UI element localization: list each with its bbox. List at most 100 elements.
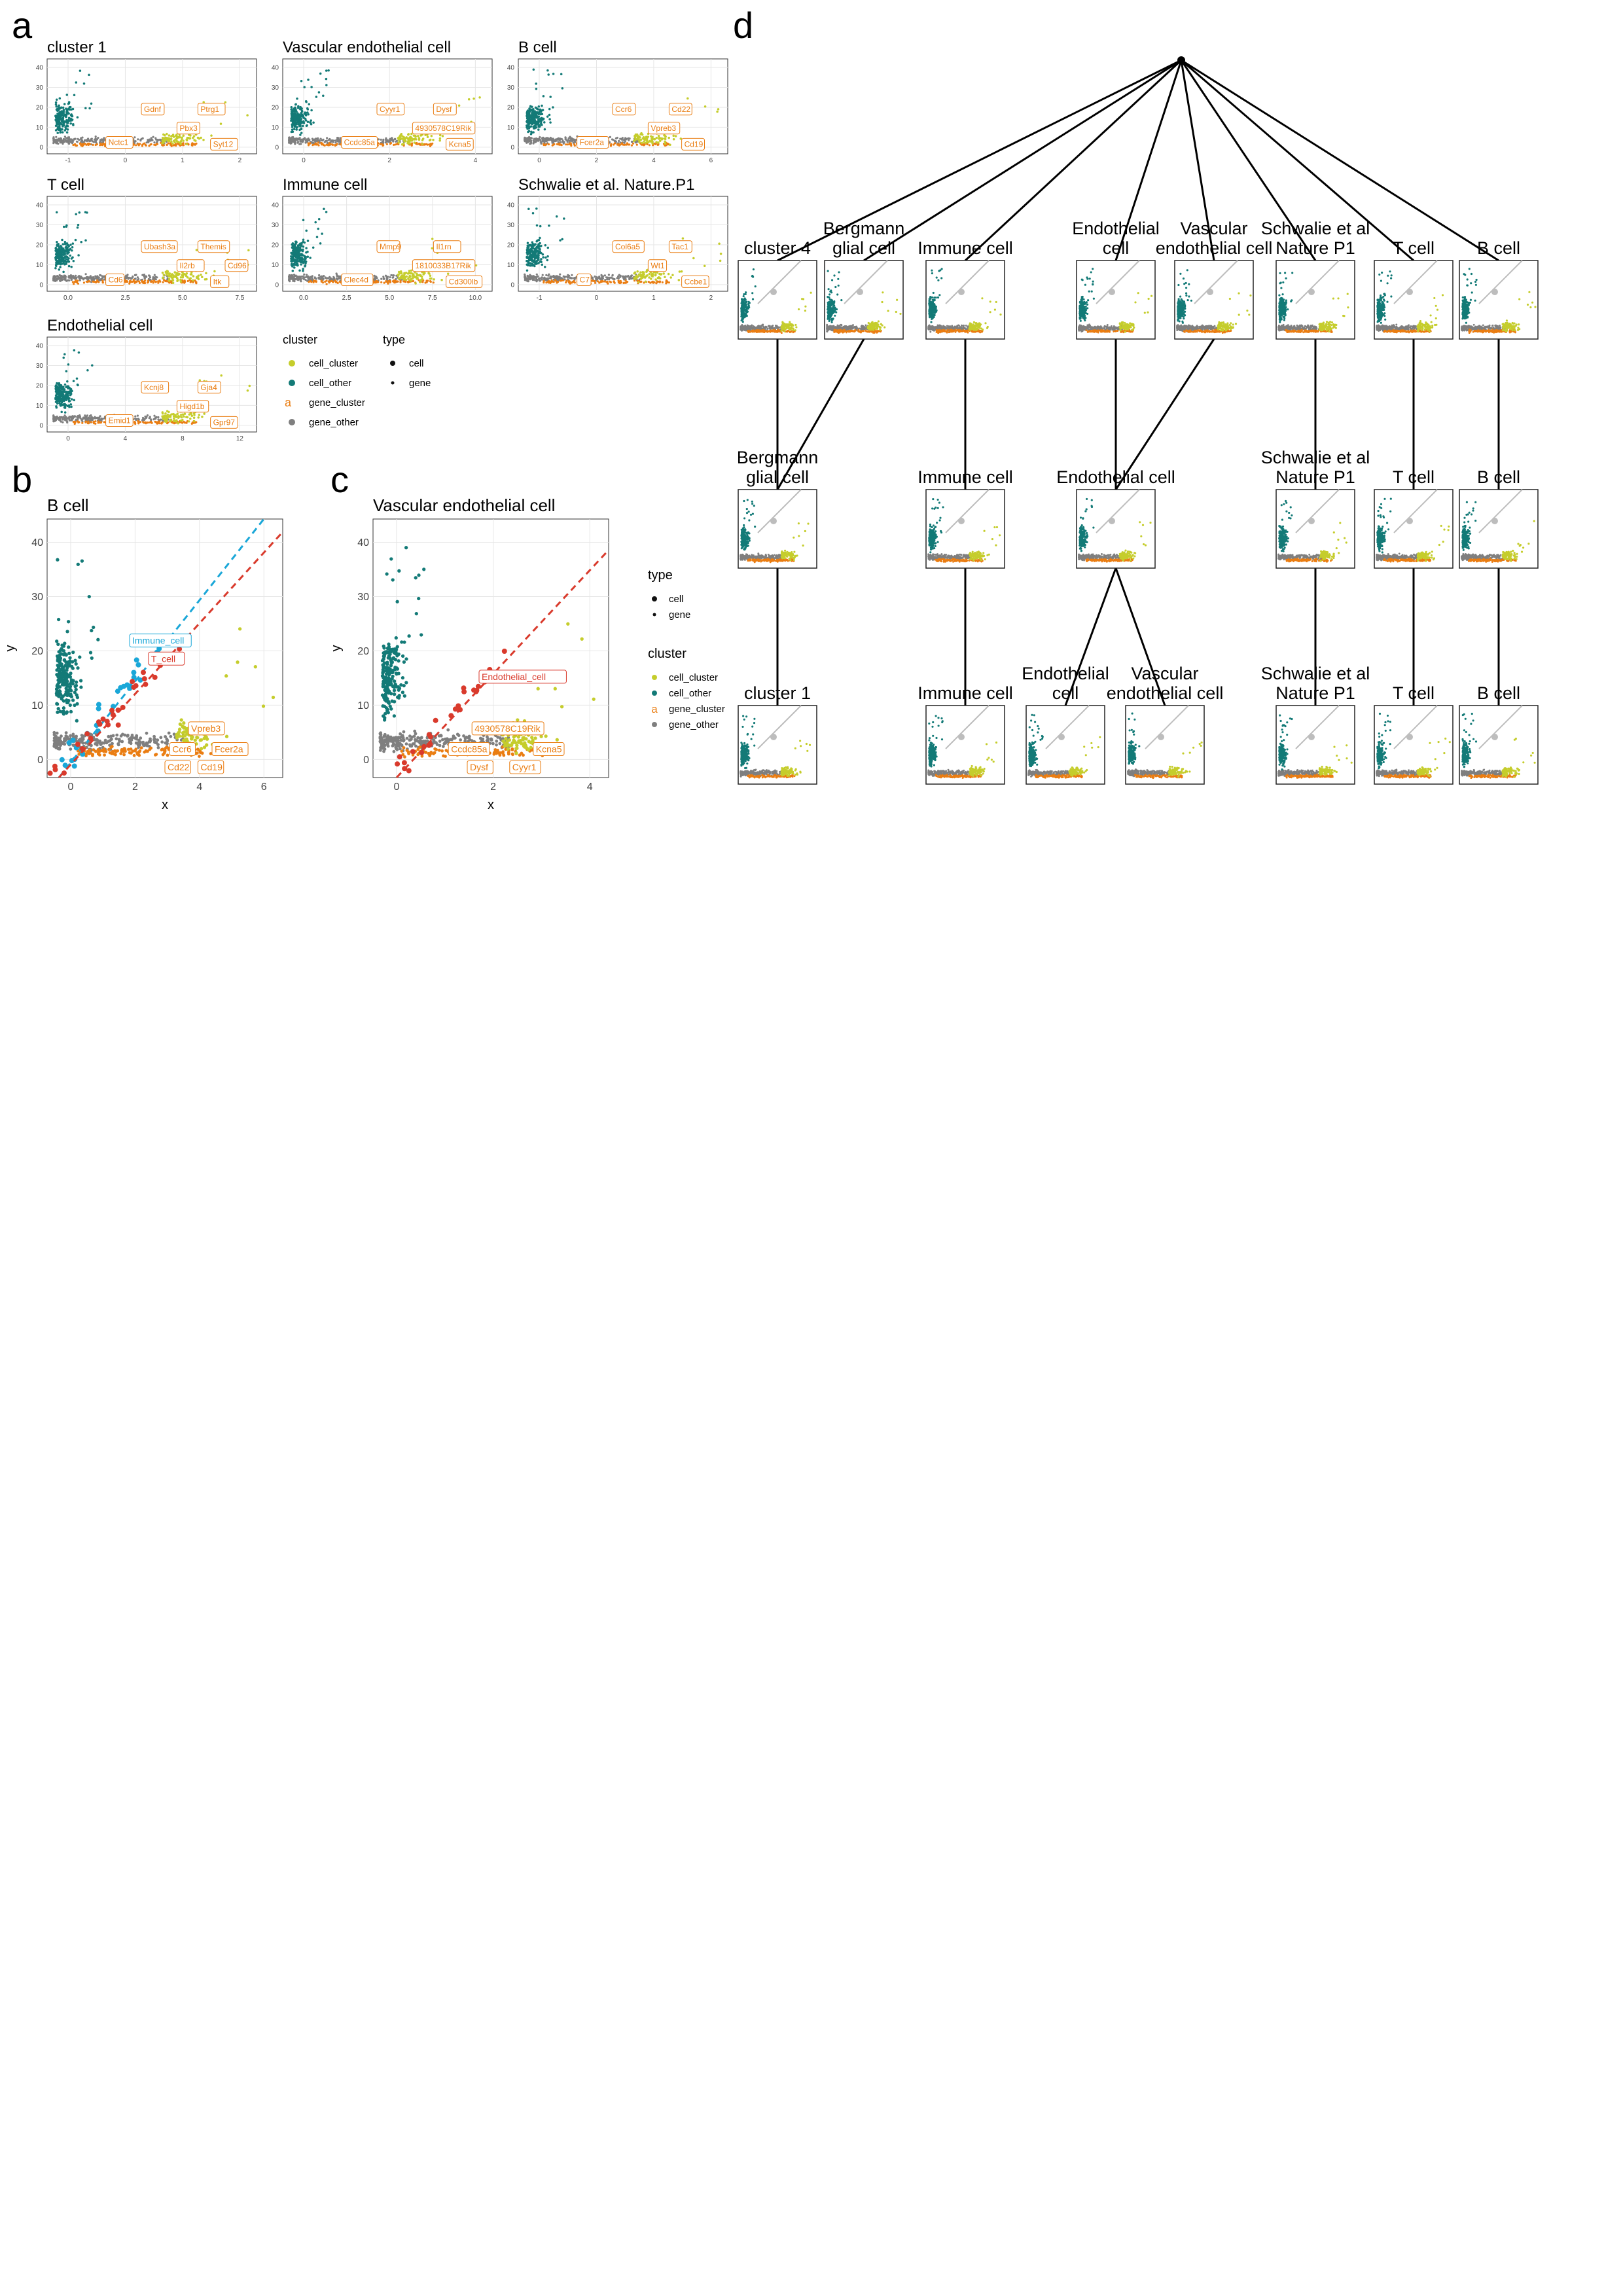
gene-other-point: [535, 276, 538, 279]
cell-cluster-point: [161, 415, 164, 418]
cell-other-point: [296, 246, 299, 249]
cell-other-point: [534, 106, 537, 109]
cell-other-point: [56, 386, 59, 388]
cell-other-point: [305, 247, 308, 249]
cell-other-point: [319, 72, 322, 75]
cell-other-point: [292, 112, 294, 115]
cell-cluster-point: [643, 140, 645, 143]
cell-other-point: [71, 246, 74, 249]
gene-other-point: [64, 277, 67, 279]
cell-other-point: [291, 115, 294, 118]
gene-cluster-point: [143, 281, 145, 285]
gene-cluster-point: [77, 421, 80, 424]
gene-label: Vpreb3: [651, 124, 676, 133]
gene-other-point: [63, 135, 66, 138]
cell-other-point: [63, 103, 66, 105]
cell-other-point: [70, 265, 73, 268]
gene-other-point: [524, 136, 526, 139]
cell-cluster-point: [438, 134, 442, 137]
gene-cluster-point: [666, 142, 669, 145]
cell-other-point: [76, 116, 79, 119]
gene-other-point: [90, 414, 92, 417]
gene-cluster-point: [174, 143, 177, 146]
gene-cluster-point: [569, 142, 572, 145]
cell-other-point: [303, 86, 306, 88]
cell-cluster-point: [429, 138, 432, 141]
gene-other-point: [89, 275, 92, 278]
cell-other-point: [298, 246, 302, 249]
cell-cluster-point: [177, 272, 179, 275]
y-tick-label: 10: [272, 124, 279, 132]
cell-cluster-point: [674, 135, 677, 137]
x-tick-label: 2: [238, 157, 242, 164]
gene-other-point: [87, 417, 90, 420]
gene-cluster-point: [74, 422, 77, 424]
cell-cluster-point: [633, 278, 636, 281]
gene-cluster-point: [647, 281, 650, 283]
gene-other-point: [627, 274, 630, 278]
gene-cluster-point: [169, 143, 172, 146]
cell-cluster-point: [403, 139, 406, 142]
cell-other-point: [71, 249, 73, 252]
cell-other-point: [67, 264, 71, 268]
cell-cluster-point: [247, 249, 250, 252]
cell-other-point: [67, 395, 69, 397]
x-tick-label: 7.5: [235, 295, 244, 302]
cell-other-point: [535, 115, 539, 118]
gene-other-point: [98, 417, 100, 420]
cell-cluster-point: [441, 135, 444, 137]
cell-cluster-point: [178, 135, 181, 137]
cell-other-point: [58, 121, 60, 124]
gene-other-point: [139, 736, 143, 740]
gene-other-point: [103, 137, 105, 139]
gene-other-point: [635, 141, 637, 144]
gene-other-point: [386, 276, 389, 278]
cell-other-point: [63, 405, 67, 408]
cell-cluster-point: [419, 134, 422, 137]
cell-other-point: [290, 255, 293, 258]
gene-cluster-point: [185, 422, 188, 424]
cell-other-point: [296, 126, 298, 128]
gene-other-point: [318, 274, 321, 277]
gene-cluster-point: [639, 281, 642, 283]
cell-cluster-point: [189, 277, 192, 280]
cell-other-point: [62, 386, 64, 389]
cell-cluster-point: [473, 97, 475, 100]
cell-other-point: [66, 252, 69, 255]
gene-cluster-point: [142, 421, 145, 423]
gene-cluster-point: [95, 281, 98, 284]
gene-cluster-point: [92, 280, 94, 283]
gene-cluster-point: [151, 422, 153, 424]
gene-cluster-point: [655, 282, 658, 285]
cell-cluster-point: [163, 134, 166, 137]
gene-other-point: [134, 418, 136, 420]
cell-other-point: [78, 211, 81, 214]
cell-cluster-point: [176, 277, 179, 280]
gene-other-point: [600, 277, 603, 279]
gene-cluster-point: [552, 281, 555, 283]
gene-other-point: [554, 276, 557, 278]
cell-cluster-point: [692, 257, 695, 260]
gene-cluster-point: [139, 421, 142, 423]
gene-other-point: [57, 142, 60, 145]
cell-other-point: [63, 395, 67, 397]
cell-other-point: [546, 69, 549, 72]
panel-letter-b: b: [12, 459, 32, 500]
cell-other-point: [526, 269, 529, 272]
cell-cluster-point: [637, 138, 640, 141]
gene-cluster-point: [81, 145, 84, 147]
gene-cluster-point: [152, 281, 154, 284]
gene-cluster-point: [126, 280, 129, 283]
gene-other-point: [70, 138, 73, 141]
gene-other-point: [565, 276, 567, 278]
gene-other-point: [563, 141, 565, 143]
gene-other-point: [301, 140, 304, 143]
cell-cluster-point: [467, 98, 471, 101]
cell-other-point: [55, 120, 58, 122]
cell-cluster-point: [669, 143, 671, 146]
gene-other-point: [55, 731, 59, 735]
cell-other-point: [56, 243, 59, 246]
gene-cluster-point: [166, 143, 168, 146]
